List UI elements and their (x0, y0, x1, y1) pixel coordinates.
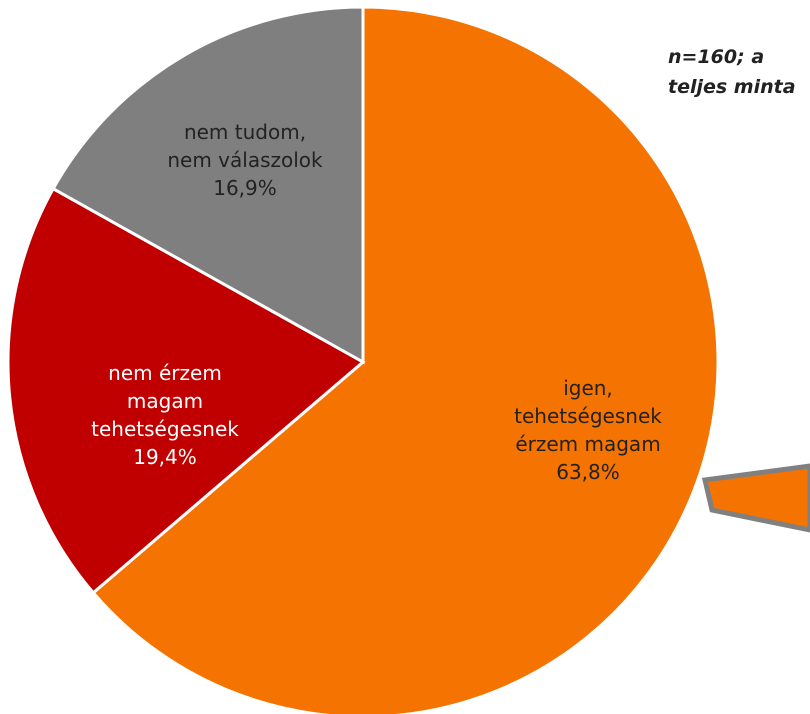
slice-label: nem tudom, nem válaszolok 16,9% (160, 118, 330, 202)
annotation: n=160; a teljes minta (668, 46, 796, 98)
slice-value: 19,4% (133, 445, 197, 469)
decor-shape (701, 463, 810, 533)
slice-value: 16,9% (213, 176, 277, 200)
slice-category: nem érzem magam tehetségesnek (91, 361, 239, 441)
slice-value: 63,8% (556, 460, 620, 484)
pie-slice (91, 5, 720, 714)
slice-label: igen, tehetségesnek érzem magam 63,8% (498, 374, 678, 486)
slice-label: nem érzem magam tehetségesnek 19,4% (70, 359, 260, 471)
slice-category: igen, tehetségesnek érzem magam (514, 376, 662, 456)
slice-category: nem tudom, nem válaszolok (167, 120, 323, 172)
pie-slice (6, 186, 366, 595)
pie-slice (51, 5, 365, 365)
